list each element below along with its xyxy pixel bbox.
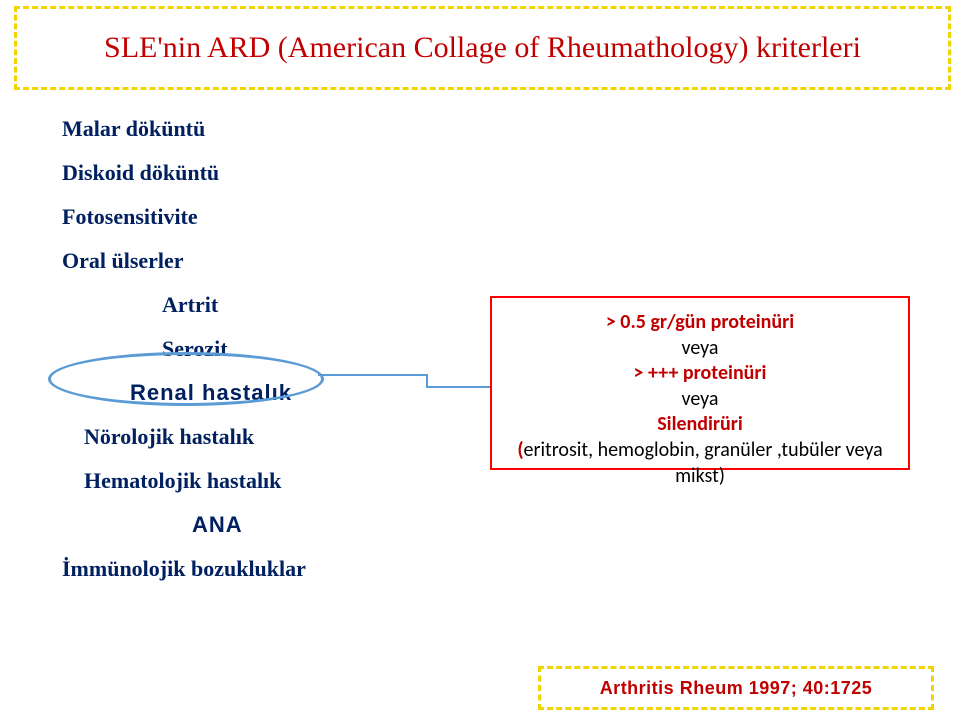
criteria-diskoid: Diskoid döküntü bbox=[62, 160, 482, 186]
criteria-malar: Malar döküntü bbox=[62, 116, 482, 142]
citation-text: Arthritis Rheum 1997; 40:1725 bbox=[600, 678, 873, 699]
criteria-ana: ANA bbox=[192, 512, 482, 538]
citation-box: Arthritis Rheum 1997; 40:1725 bbox=[538, 666, 934, 710]
details-line: Silendirüri bbox=[506, 412, 894, 438]
page-title: SLE'nin ARD (American Collage of Rheumat… bbox=[104, 29, 861, 67]
criteria-artrit: Artrit bbox=[162, 292, 482, 318]
details-tail: eritrosit, hemoglobin, granüler ,tubüler… bbox=[524, 438, 883, 488]
details-line: veya bbox=[506, 387, 894, 413]
renal-details-box: > 0.5 gr/gün proteinüri veya > +++ prote… bbox=[490, 296, 910, 470]
details-line: (eritrosit, hemoglobin, granüler ,tubüle… bbox=[506, 438, 894, 489]
criteria-fotosensitivite: Fotosensitivite bbox=[62, 204, 482, 230]
title-box: SLE'nin ARD (American Collage of Rheumat… bbox=[14, 6, 951, 90]
criteria-hemato: Hematolojik hastalık bbox=[84, 468, 482, 494]
details-line: > +++ proteinüri bbox=[506, 361, 894, 387]
details-line: > 0.5 gr/gün proteinüri bbox=[506, 310, 894, 336]
renal-highlight-ellipse bbox=[48, 352, 324, 406]
details-line: veya bbox=[506, 336, 894, 362]
callout-connector bbox=[426, 386, 492, 388]
criteria-neuro: Nörolojik hastalık bbox=[84, 424, 482, 450]
criteria-immuno: İmmünolojik bozukluklar bbox=[62, 556, 482, 582]
callout-connector bbox=[318, 374, 428, 376]
criteria-oral-ulser: Oral ülserler bbox=[62, 248, 482, 274]
criteria-list: Malar döküntü Diskoid döküntü Fotosensit… bbox=[62, 98, 482, 600]
